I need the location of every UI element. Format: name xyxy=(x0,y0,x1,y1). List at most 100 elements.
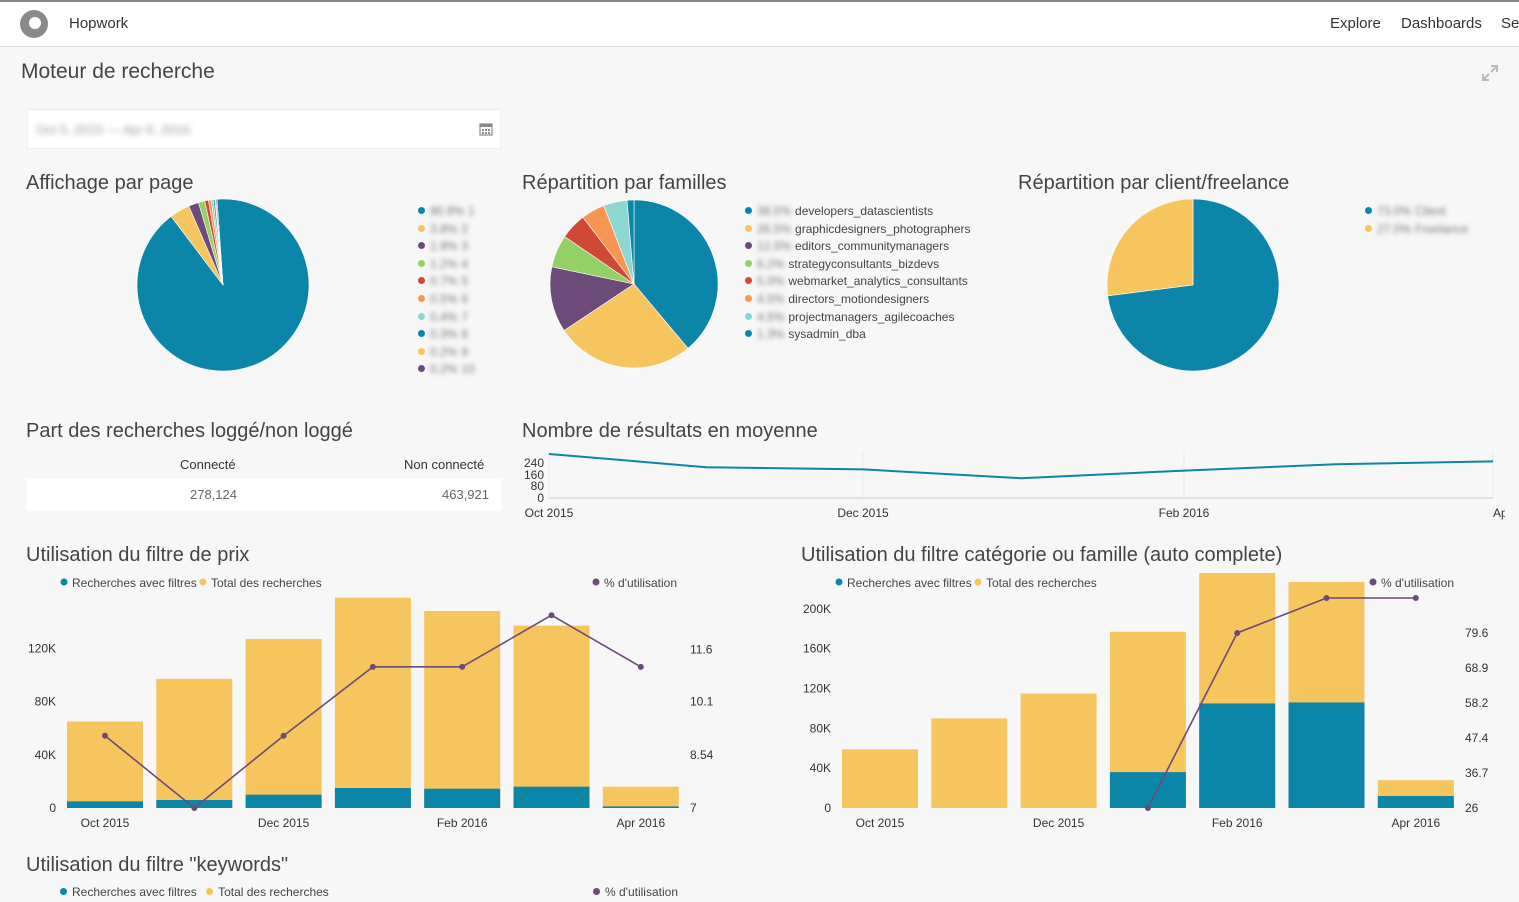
legend-entry[interactable]: 90.9% 1 xyxy=(418,203,479,221)
bar-total[interactable] xyxy=(1020,693,1097,808)
legend-label: projectmanagers_agilecoaches xyxy=(788,309,955,324)
familles-slice[interactable] xyxy=(563,283,689,369)
bar-total[interactable] xyxy=(156,678,233,808)
legend-dot xyxy=(745,330,752,338)
pct-point[interactable] xyxy=(102,732,108,739)
affichage-slice[interactable] xyxy=(215,198,224,286)
bar-filtres[interactable] xyxy=(602,806,679,808)
pct-point[interactable] xyxy=(637,663,644,670)
legend-entry[interactable]: 73.0% Client xyxy=(1365,203,1472,221)
legend-entry[interactable]: 27.0% Freelance xyxy=(1365,221,1472,239)
nav-dashboards[interactable]: Dashboards xyxy=(1401,15,1482,32)
pct-point[interactable] xyxy=(369,663,376,670)
pct-point[interactable] xyxy=(191,805,198,811)
pct-point[interactable] xyxy=(1323,595,1330,601)
legend-entry[interactable]: 0.4% 7 xyxy=(418,309,479,327)
legend-entry[interactable]: 38.5% developers_datascientists xyxy=(745,203,970,221)
familles-slice[interactable] xyxy=(626,199,635,285)
legend-value: 12.5% xyxy=(757,239,792,254)
bar-total[interactable] xyxy=(602,786,679,808)
legend-entry[interactable]: 26.5% graphicdesigners_photographers xyxy=(745,221,970,239)
bar-total[interactable] xyxy=(842,749,918,808)
pct-line[interactable] xyxy=(1147,597,1416,809)
bar-filtres[interactable] xyxy=(1377,796,1454,808)
legend-total[interactable]: Total des recherches xyxy=(986,576,1097,590)
client-legend: 73.0% Client 27.0% Freelance xyxy=(1365,203,1472,238)
bar-filtres[interactable] xyxy=(1288,702,1365,808)
legend-pct[interactable]: % d'utilisation xyxy=(604,576,677,590)
bar-total[interactable] xyxy=(424,610,501,808)
legend-label: Client xyxy=(1415,204,1446,218)
legend-entry[interactable]: 4.5% projectmanagers_agilecoaches xyxy=(745,309,970,327)
expand-icon[interactable] xyxy=(1479,62,1501,84)
nav-explore[interactable]: Explore xyxy=(1330,15,1381,32)
nav-settings[interactable]: Se xyxy=(1501,15,1519,32)
legend-entry[interactable]: 0.3% 8 xyxy=(418,326,479,344)
legend-filtres[interactable]: Recherches avec filtres xyxy=(72,576,197,590)
legend-entry[interactable]: 1.9% 3 xyxy=(418,238,479,256)
legend-dot xyxy=(745,224,752,232)
app-logo-icon[interactable] xyxy=(20,10,48,38)
pct-point[interactable] xyxy=(1412,595,1419,601)
legend-entry[interactable]: 0.7% 5 xyxy=(418,273,479,291)
legend-entry[interactable]: 0.2% 9 xyxy=(418,344,479,362)
bar-total[interactable] xyxy=(931,718,1008,808)
legend-filtres[interactable]: Recherches avec filtres xyxy=(847,576,972,590)
legend-entry[interactable]: 4.5% directors_motiondesigners xyxy=(745,291,970,309)
x-tick-label: Oct 2015 xyxy=(856,816,905,830)
keywords-title: Utilisation du filtre "keywords" xyxy=(26,854,289,876)
legend-entry[interactable]: 1.2% 4 xyxy=(418,256,479,274)
legend-entry[interactable]: 6.2% strategyconsultants_bizdevs xyxy=(745,256,970,274)
y-tick-label: 80K xyxy=(810,721,831,735)
legend-label: 3 xyxy=(461,239,469,254)
legend-entry[interactable]: 12.5% editors_communitymanagers xyxy=(745,238,970,256)
pct-point[interactable] xyxy=(459,663,466,670)
date-range-value: Oct 5, 2015 — Apr 6, 2016 xyxy=(36,122,190,137)
legend-total[interactable]: Total des recherches xyxy=(211,576,322,590)
legend-value: 3.8% xyxy=(430,221,458,236)
bar-filtres[interactable] xyxy=(1109,772,1186,808)
y-tick-label: 0 xyxy=(49,801,56,815)
familles-slice[interactable] xyxy=(549,266,635,331)
resultats-line[interactable] xyxy=(548,453,1494,480)
bar-filtres[interactable] xyxy=(1199,703,1276,808)
pct-point[interactable] xyxy=(548,612,555,619)
bar-filtres[interactable] xyxy=(245,794,322,808)
legend-dot xyxy=(592,578,600,586)
legend-value: 26.5% xyxy=(757,221,792,236)
legend-entry[interactable]: 1.3% sysadmin_dba xyxy=(745,326,970,344)
legend-pct[interactable]: % d'utilisation xyxy=(1381,576,1454,590)
brand-name[interactable]: Hopwork xyxy=(69,15,129,32)
legend-dot xyxy=(418,207,425,214)
familles-slice[interactable] xyxy=(633,199,719,349)
bar-filtres[interactable] xyxy=(424,788,501,808)
keywords-legend-pct: % d'utilisation xyxy=(605,885,678,899)
legend-label: 9 xyxy=(461,344,469,359)
bar-filtres[interactable] xyxy=(67,801,143,808)
client-slice[interactable] xyxy=(1106,198,1194,297)
col-connecte[interactable]: Connecté xyxy=(180,457,236,472)
pct-point[interactable] xyxy=(280,732,287,739)
legend-entry[interactable]: 0.5% 6 xyxy=(418,291,479,309)
bar-filtres[interactable] xyxy=(156,800,233,808)
legend-entry[interactable]: 5.0% webmarket_analytics_consultants xyxy=(745,273,970,291)
legend-entry[interactable]: 3.8% 2 xyxy=(418,221,479,239)
col-non-connecte[interactable]: Non connecté xyxy=(404,457,485,472)
legend-value: 0.2% xyxy=(430,344,458,359)
bar-filtres[interactable] xyxy=(334,788,411,808)
bar-total[interactable] xyxy=(245,638,322,808)
legend-label: sysadmin_dba xyxy=(788,327,866,342)
bar-total[interactable] xyxy=(513,625,590,808)
legend-label: 10 xyxy=(461,362,475,377)
calendar-icon[interactable] xyxy=(479,122,493,136)
client-slice[interactable] xyxy=(1107,198,1280,372)
date-range-input[interactable]: Oct 5, 2015 — Apr 6, 2016 xyxy=(27,109,501,149)
pct-point[interactable] xyxy=(1234,629,1241,636)
bar-total[interactable] xyxy=(334,597,411,808)
table-row: 278,124 463,921 xyxy=(27,479,501,511)
pct-point[interactable] xyxy=(1144,805,1151,811)
x-tick-label: Oct 2015 xyxy=(81,816,130,830)
legend-entry[interactable]: 0.2% 10 xyxy=(418,361,479,379)
bar-filtres[interactable] xyxy=(513,786,590,808)
